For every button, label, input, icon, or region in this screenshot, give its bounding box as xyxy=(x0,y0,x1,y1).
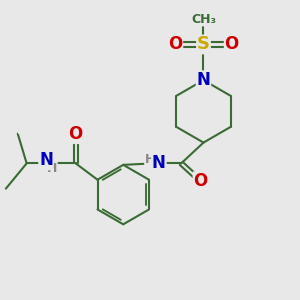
Text: O: O xyxy=(69,125,83,143)
Text: N: N xyxy=(196,71,210,89)
Text: H: H xyxy=(47,162,57,175)
Text: O: O xyxy=(194,172,208,190)
Text: O: O xyxy=(225,35,239,53)
Text: N: N xyxy=(152,154,166,172)
Text: H: H xyxy=(145,153,155,166)
Text: CH₃: CH₃ xyxy=(191,13,216,26)
Text: O: O xyxy=(168,35,182,53)
Text: N: N xyxy=(39,152,53,169)
Text: S: S xyxy=(197,35,210,53)
